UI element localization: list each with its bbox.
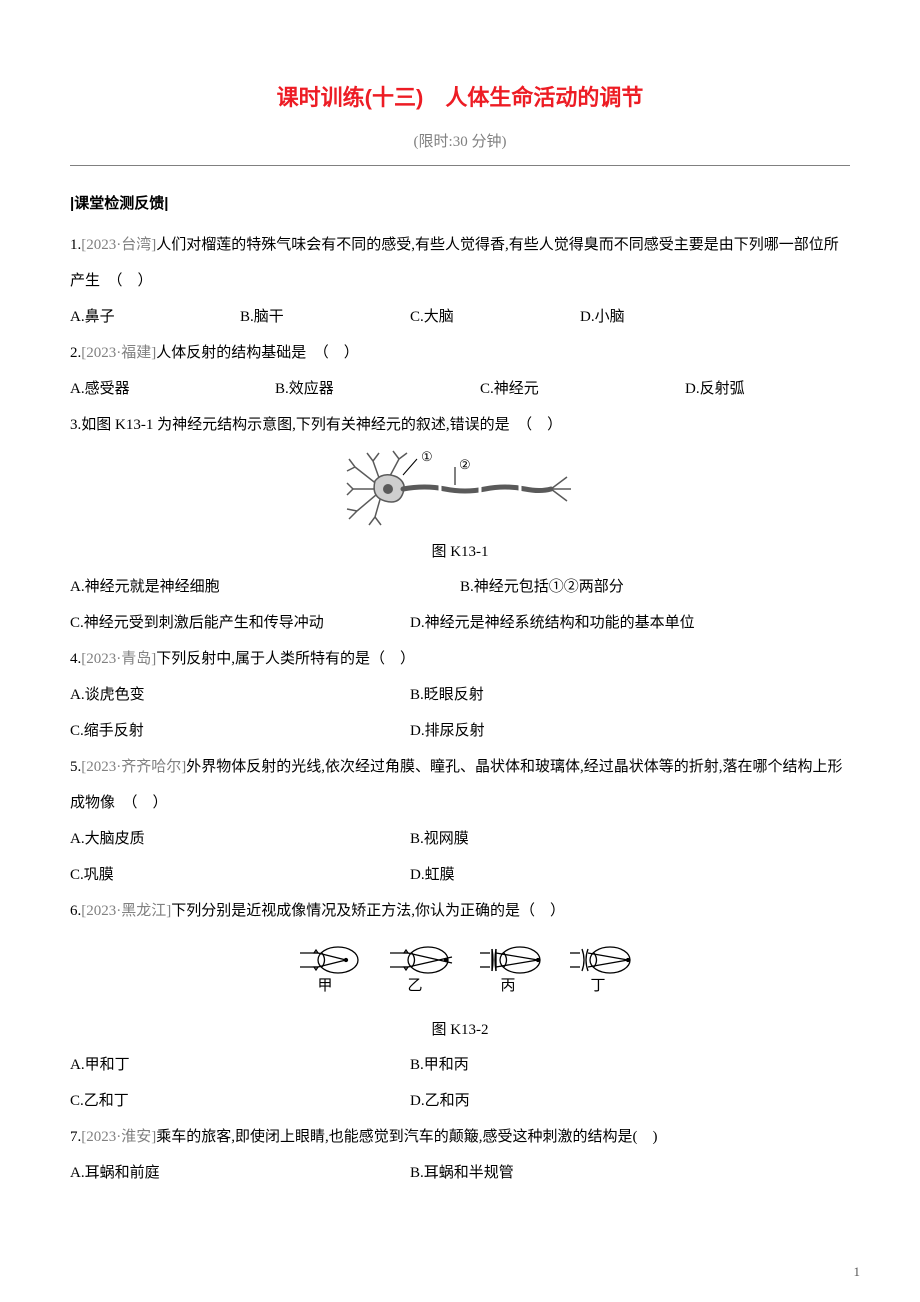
q6-label-b: 乙 (407, 978, 422, 994)
q2-source: [2023·福建] (81, 345, 156, 361)
figure-k13-1-caption: 图 K13-1 (70, 536, 850, 569)
q2-num: 2. (70, 345, 81, 361)
q3-options-row2: C.神经元受到刺激后能产生和传导冲动 D.神经元是神经系统结构和功能的基本单位 (70, 605, 850, 641)
question-3: 3.如图 K13-1 为神经元结构示意图,下列有关神经元的叙述,错误的是 （ ） (70, 407, 850, 443)
q3-opt-a: A.神经元就是神经细胞 (70, 569, 460, 605)
neuron-label-2: ② (459, 457, 471, 472)
q4-opt-d: D.排尿反射 (410, 713, 800, 749)
q4-num: 4. (70, 651, 81, 667)
q1-num: 1. (70, 237, 81, 253)
q6-options-row2: C.乙和丁 D.乙和丙 (70, 1083, 850, 1119)
question-4: 4.[2023·青岛]下列反射中,属于人类所特有的是（ ） (70, 641, 850, 677)
q5-stem: 外界物体反射的光线,依次经过角膜、瞳孔、晶状体和玻璃体,经过晶状体等的折射,落在… (70, 759, 843, 811)
neuron-label-1: ① (421, 449, 433, 464)
figure-k13-1: ① ② (70, 449, 850, 534)
q2-opt-b: B.效应器 (275, 371, 480, 407)
q7-opt-b: B.耳蜗和半规管 (410, 1155, 800, 1191)
figure-k13-2: 甲 乙 丙 丁 (70, 935, 850, 1012)
q6-opt-b: B.甲和丙 (410, 1047, 800, 1083)
q3-options-row1: A.神经元就是神经细胞 B.神经元包括①②两部分 (70, 569, 850, 605)
q2-stem: 人体反射的结构基础是 （ ） (156, 345, 359, 361)
q3-opt-b: B.神经元包括①②两部分 (460, 569, 850, 605)
q2-opt-c: C.神经元 (480, 371, 685, 407)
q1-opt-c: C.大脑 (410, 299, 580, 335)
question-5: 5.[2023·齐齐哈尔]外界物体反射的光线,依次经过角膜、瞳孔、晶状体和玻璃体… (70, 749, 850, 821)
q2-options: A.感受器 B.效应器 C.神经元 D.反射弧 (70, 371, 850, 407)
q6-num: 6. (70, 903, 81, 919)
q6-opt-c: C.乙和丁 (70, 1083, 410, 1119)
time-limit: (限时:30 分钟) (70, 130, 850, 151)
q4-opt-a: A.谈虎色变 (70, 677, 410, 713)
q6-options-row1: A.甲和丁 B.甲和丙 (70, 1047, 850, 1083)
q4-opt-c: C.缩手反射 (70, 713, 410, 749)
q4-options-row2: C.缩手反射 D.排尿反射 (70, 713, 850, 749)
q7-num: 7. (70, 1129, 81, 1145)
q2-opt-d: D.反射弧 (685, 371, 745, 407)
q1-options: A.鼻子 B.脑干 C.大脑 D.小脑 (70, 299, 850, 335)
q6-label-d: 丁 (590, 978, 605, 994)
q1-opt-d: D.小脑 (580, 299, 625, 335)
q6-opt-a: A.甲和丁 (70, 1047, 410, 1083)
q6-stem: 下列分别是近视成像情况及矫正方法,你认为正确的是（ ） (171, 903, 565, 919)
eye-diagrams-icon: 甲 乙 丙 丁 (280, 935, 640, 1007)
q1-stem: 人们对榴莲的特殊气味会有不同的感受,有些人觉得香,有些人觉得臭而不同感受主要是由… (70, 237, 839, 289)
q4-source: [2023·青岛] (81, 651, 156, 667)
q7-options-row1: A.耳蜗和前庭 B.耳蜗和半规管 (70, 1155, 850, 1191)
page-number: 1 (854, 1264, 861, 1280)
question-1: 1.[2023·台湾]人们对榴莲的特殊气味会有不同的感受,有些人觉得香,有些人觉… (70, 227, 850, 299)
page-title: 课时训练(十三) 人体生命活动的调节 (70, 80, 850, 112)
q2-opt-a: A.感受器 (70, 371, 275, 407)
q6-label-a: 甲 (317, 978, 332, 994)
q6-opt-d: D.乙和丙 (410, 1083, 800, 1119)
question-6: 6.[2023·黑龙江]下列分别是近视成像情况及矫正方法,你认为正确的是（ ） (70, 893, 850, 929)
q4-options-row1: A.谈虎色变 B.眨眼反射 (70, 677, 850, 713)
divider (70, 165, 850, 166)
q6-label-c: 丙 (500, 978, 515, 994)
q4-stem: 下列反射中,属于人类所特有的是（ ） (156, 651, 415, 667)
q1-opt-a: A.鼻子 (70, 299, 240, 335)
section-header: |课堂检测反馈| (70, 192, 850, 213)
q5-opt-b: B.视网膜 (410, 821, 800, 857)
q7-stem: 乘车的旅客,即使闭上眼睛,也能感觉到汽车的颠簸,感受这种刺激的结构是( ) (156, 1129, 657, 1145)
q1-opt-b: B.脑干 (240, 299, 410, 335)
neuron-icon: ① ② (345, 449, 575, 529)
q3-opt-d: D.神经元是神经系统结构和功能的基本单位 (410, 605, 695, 641)
question-2: 2.[2023·福建]人体反射的结构基础是 （ ） (70, 335, 850, 371)
figure-k13-2-caption: 图 K13-2 (70, 1014, 850, 1047)
question-7: 7.[2023·淮安]乘车的旅客,即使闭上眼睛,也能感觉到汽车的颠簸,感受这种刺… (70, 1119, 850, 1155)
q5-opt-c: C.巩膜 (70, 857, 410, 893)
q1-source: [2023·台湾] (81, 237, 156, 253)
q5-opt-d: D.虹膜 (410, 857, 800, 893)
q5-options-row1: A.大脑皮质 B.视网膜 (70, 821, 850, 857)
q4-opt-b: B.眨眼反射 (410, 677, 800, 713)
q5-options-row2: C.巩膜 D.虹膜 (70, 857, 850, 893)
q5-opt-a: A.大脑皮质 (70, 821, 410, 857)
q6-source: [2023·黑龙江] (81, 903, 171, 919)
q3-opt-c: C.神经元受到刺激后能产生和传导冲动 (70, 605, 410, 641)
q5-source: [2023·齐齐哈尔] (81, 759, 186, 775)
q7-opt-a: A.耳蜗和前庭 (70, 1155, 410, 1191)
q7-source: [2023·淮安] (81, 1129, 156, 1145)
q5-num: 5. (70, 759, 81, 775)
